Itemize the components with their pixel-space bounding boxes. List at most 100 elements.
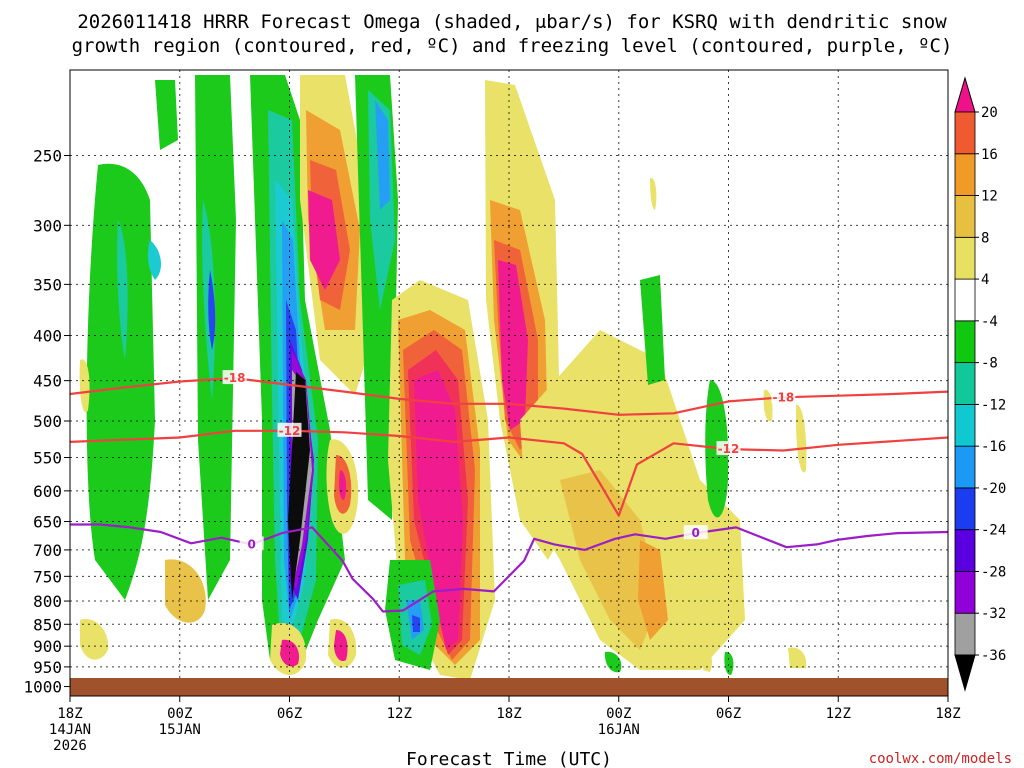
- y-tick-label-1000: 1000: [23, 678, 62, 697]
- contour-lines: -18 -18 -12 -12 0 0: [70, 370, 948, 613]
- y-tick-label-800: 800: [33, 592, 62, 611]
- y-axis: 250 300 350 400 450 500 550 600 650 700 750 800 850 9…: [23, 146, 70, 697]
- contour-label--18-0-1: -18: [773, 390, 795, 404]
- omega-region-green-top-left: [155, 80, 178, 150]
- colorbar-band--32-to--28: [954, 571, 976, 614]
- omega-region-blob-right-small-5: [650, 177, 657, 210]
- colorbar-label--20: -20: [981, 481, 1006, 497]
- colorbar-label-4: 4: [981, 272, 989, 288]
- omega-region-blob-right-small-3: [788, 647, 807, 668]
- y-tick-label-450: 450: [33, 372, 62, 391]
- omega-region-surface09-magenta: [334, 630, 348, 662]
- contour-label-0-2-1: 0: [692, 526, 700, 540]
- colorbar-label-16: 16: [981, 147, 998, 163]
- omega-region-right-orange: [560, 470, 660, 650]
- y-tick-label-600: 600: [33, 482, 62, 501]
- colorbar-label-8: 8: [981, 230, 989, 246]
- x-tick-label-0-0: 18Z: [57, 706, 82, 722]
- x-tick-label-24-0: 18Z: [496, 706, 521, 722]
- omega-region-col03-blue: [208, 270, 216, 350]
- colorbar-band-16-to-20: [954, 111, 976, 155]
- colorbar-band--36-to--32: [954, 612, 976, 656]
- contour-label-bg-1-0: [277, 422, 302, 437]
- contour-label--12-1-1: -12: [718, 442, 740, 456]
- colorbar-label--4: -4: [981, 314, 998, 330]
- x-tick-label-12-0: 06Z: [277, 706, 302, 722]
- contour-label-bg-2-1: [683, 525, 708, 540]
- omega-region-left-cyan: [147, 240, 162, 280]
- colorbar-label--32: -32: [981, 606, 1006, 622]
- omega-region-right-green-top: [640, 275, 665, 385]
- colorbar-label--28: -28: [981, 564, 1006, 580]
- y-tick-label-400: 400: [33, 327, 62, 346]
- omega-region-col03-green: [195, 75, 236, 600]
- contour-line--12-1: [70, 429, 948, 517]
- x-tick-label-30-1: 16JAN: [598, 722, 640, 738]
- chart-title-line-2: growth region (contoured, red, ºC) and f…: [72, 35, 953, 57]
- contour-label-0-2-0: 0: [247, 537, 255, 551]
- colorbar-band--24-to--20: [954, 487, 976, 531]
- x-tick-label-48-0: 18Z: [935, 706, 960, 722]
- colorbar-band-12-to-16: [954, 153, 976, 196]
- colorbar: 20 16 12 8 4 -4 -8 -12 -16 -20 -24 -28 -32 -36: [954, 76, 1006, 692]
- omega-region-blob-lower-left: [80, 619, 109, 660]
- x-tick-label-30-0: 00Z: [606, 706, 631, 722]
- y-tick-label-650: 650: [33, 513, 62, 532]
- y-tick-label-700: 700: [33, 541, 62, 560]
- omega-region-blob-right-small-4: [703, 651, 712, 672]
- terrain-strip: [70, 678, 948, 696]
- x-axis-title: Forecast Time (UTC): [406, 749, 612, 768]
- colorbar-bottom-triangle: [954, 654, 976, 692]
- colorbar-band--20-to--16: [954, 445, 976, 489]
- omega-region-blob-lowleft-orange: [165, 559, 206, 623]
- colorbar-band-8-to-12: [954, 195, 976, 238]
- omega-region-lower-darkblue: [412, 615, 420, 632]
- y-tick-label-350: 350: [33, 275, 62, 294]
- colorbar-label-12: 12: [981, 189, 998, 205]
- omega-region-right-orange2: [638, 540, 668, 640]
- x-tick-label-42-0: 12Z: [826, 706, 851, 722]
- omega-region-blob-left: [79, 359, 90, 413]
- y-tick-label-750: 750: [33, 567, 62, 586]
- colorbar-label--16: -16: [981, 439, 1006, 455]
- omega-region-18z-magenta: [498, 260, 528, 430]
- colorbar-label-20: 20: [981, 105, 998, 121]
- omega-region-cell09-magenta: [339, 470, 347, 500]
- colorbar-band--16-to--12: [954, 403, 976, 447]
- contour-label-bg-2-0: [239, 536, 264, 551]
- contour-label--18-0-0: -18: [224, 371, 246, 385]
- colorbar-band--28-to--24: [954, 529, 976, 572]
- contour-label-bg-0-0: [222, 370, 247, 385]
- chart-title-line-1: 2026011418 HRRR Forecast Omega (shaded, …: [77, 11, 947, 33]
- y-tick-label-950: 950: [33, 658, 62, 677]
- omega-region-blob-right-green-small: [724, 651, 734, 676]
- y-tick-label-850: 850: [33, 615, 62, 634]
- colorbar-band--8-to--4: [954, 320, 976, 364]
- colorbar-band-4-to-8: [954, 236, 976, 280]
- contour-label-bg-0-1: [771, 389, 796, 404]
- y-tick-label-250: 250: [33, 146, 62, 165]
- omega-region-right-yellow: [520, 330, 745, 670]
- y-tick-label-550: 550: [33, 449, 62, 468]
- contour-label-bg-1-1: [716, 441, 741, 456]
- x-tick-label-0-2: 2026: [53, 738, 87, 754]
- colorbar-label--36: -36: [981, 648, 1006, 664]
- x-tick-label-0-1: 14JAN: [49, 722, 91, 738]
- colorbar-band--12-to--8: [954, 362, 976, 405]
- x-tick-label-18-0: 12Z: [387, 706, 412, 722]
- x-tick-label-6-0: 00Z: [167, 706, 192, 722]
- colorbar-band--4-to-4: [954, 278, 976, 322]
- colorbar-top-triangle: [954, 76, 976, 113]
- omega-region-upper-plume-magenta: [308, 190, 340, 290]
- omega-region-blob-right-small-2: [795, 404, 807, 473]
- colorbar-label--12: -12: [981, 397, 1006, 413]
- colorbar-label--8: -8: [981, 356, 998, 372]
- x-tick-label-36-0: 06Z: [716, 706, 741, 722]
- y-tick-label-900: 900: [33, 637, 62, 656]
- colorbar-label--24: -24: [981, 523, 1006, 539]
- omega-region-left-teal: [117, 220, 128, 360]
- credit-text: coolwx.com/models: [869, 751, 1012, 767]
- y-tick-label-300: 300: [33, 216, 62, 235]
